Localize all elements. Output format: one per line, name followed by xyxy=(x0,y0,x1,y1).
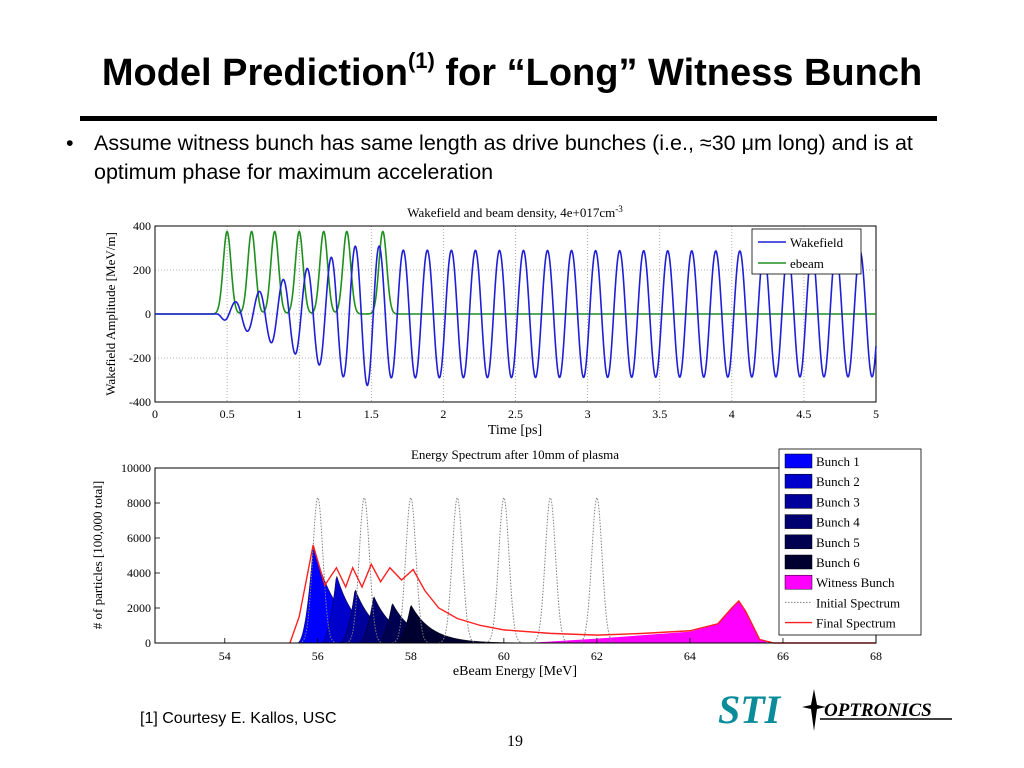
legend-swatch xyxy=(784,514,813,529)
ebeam-line xyxy=(155,230,876,315)
bunch-area xyxy=(357,596,495,644)
spectrum-y-ticks: 10000 8000 6000 4000 2000 0 xyxy=(121,461,160,650)
spectrum-plot-frame xyxy=(154,467,877,644)
legend-label: Bunch 5 xyxy=(816,535,860,550)
x-tick-label: 2.5 xyxy=(508,407,523,421)
y-tick-label: 200 xyxy=(133,263,151,277)
page-number: 19 xyxy=(507,733,523,750)
bunch-areas xyxy=(296,546,532,644)
x-tick-label: 4.5 xyxy=(796,407,811,421)
legend-swatch xyxy=(784,574,813,590)
bunch-area xyxy=(375,603,514,644)
initial-spectrum-lines xyxy=(299,496,616,644)
spectrum-legend: Bunch 1 Bunch 2 Bunch 3 Bunch 4 Bunch 5 Bunch… xyxy=(778,448,922,636)
wakefield-legend: Wakefield ebeam xyxy=(751,228,862,275)
wakefield-x-label: Time [ps] xyxy=(488,423,542,438)
y-tick-label: 10000 xyxy=(121,461,151,475)
legend-label: Final Spectrum xyxy=(816,616,896,631)
wakefield-chart-title: Wakefield and beam density, 4e+017cm-3 xyxy=(407,204,623,220)
initial-spectrum-peak xyxy=(485,496,523,644)
title-superscript: (1) xyxy=(407,48,435,73)
footnote: [1] Courtesy E. Kallos, USC xyxy=(140,710,337,727)
initial-spectrum-peak xyxy=(299,496,337,644)
legend-wakefield-label: Wakefield xyxy=(790,235,844,250)
final-spectrum-line xyxy=(289,544,876,644)
y-tick-label: 400 xyxy=(133,219,151,233)
x-tick-label: 64 xyxy=(684,649,696,663)
legend-swatch xyxy=(784,453,813,469)
title-main: Model Prediction xyxy=(101,52,408,94)
title-rest: for “Long” Witness Bunch xyxy=(434,52,923,94)
y-tick-label: 0 xyxy=(145,636,151,650)
logo-star-icon xyxy=(802,689,826,731)
x-tick-label: 1.5 xyxy=(364,407,379,421)
wakefield-plot-frame xyxy=(154,225,877,403)
y-tick-label: -200 xyxy=(129,351,151,365)
spectrum-x-ticks: 54 56 58 60 62 64 66 68 xyxy=(219,638,882,663)
bullet-icon: • xyxy=(66,131,74,155)
y-tick-label: 2000 xyxy=(127,601,151,615)
spectrum-y-label: # of particles [100,000 total] xyxy=(90,481,105,629)
x-tick-label: 66 xyxy=(777,649,789,663)
wakefield-grid xyxy=(154,225,877,403)
wakefield-line xyxy=(155,245,877,387)
title-rule xyxy=(80,116,937,121)
initial-spectrum-peak xyxy=(578,496,616,644)
legend-label: Bunch 4 xyxy=(816,515,860,530)
legend-label: Bunch 6 xyxy=(816,555,860,570)
slide-title: Model Prediction(1) for “Long” Witness B… xyxy=(0,48,1024,95)
legend-label: Initial Spectrum xyxy=(816,595,900,610)
legend-swatch xyxy=(784,494,813,509)
y-tick-label: 6000 xyxy=(127,531,151,545)
x-tick-label: 5 xyxy=(873,407,879,421)
sti-optronics-logo: STI OPTRONICS xyxy=(718,687,952,732)
bunch-area xyxy=(394,604,532,644)
bunch-area xyxy=(320,575,458,644)
y-tick-label: 0 xyxy=(145,307,151,321)
initial-spectrum-peak xyxy=(392,496,430,644)
x-tick-label: 1 xyxy=(296,407,302,421)
legend-label: Bunch 2 xyxy=(816,474,860,489)
initial-spectrum-peak xyxy=(438,496,477,644)
x-tick-label: 4 xyxy=(729,407,735,421)
legend-ebeam-label: ebeam xyxy=(790,256,824,271)
legend-label: Bunch 3 xyxy=(816,494,860,509)
x-tick-label: 54 xyxy=(219,649,231,663)
spectrum-x-label: eBeam Energy [MeV] xyxy=(453,664,577,679)
x-tick-label: 56 xyxy=(312,649,324,663)
bullet-text: Assume witness bunch has same length as … xyxy=(94,131,913,184)
x-tick-label: 0.5 xyxy=(220,407,235,421)
wakefield-y-ticks: 400 200 0 -200 -400 xyxy=(129,219,151,409)
spectrum-chart-title: Energy Spectrum after 10mm of plasma xyxy=(411,447,619,462)
initial-spectrum-peak xyxy=(531,496,570,644)
y-tick-label: 4000 xyxy=(127,566,151,580)
x-tick-label: 0 xyxy=(152,407,158,421)
legend-label: Witness Bunch xyxy=(816,575,895,590)
x-tick-label: 3.5 xyxy=(652,407,667,421)
legend-label: Bunch 1 xyxy=(816,454,860,469)
wakefield-x-ticks: 0 0.5 1 1.5 2 2.5 3 3.5 4 4.5 5 xyxy=(152,407,879,421)
initial-spectrum-peak xyxy=(345,496,384,644)
bunch-area xyxy=(338,589,477,644)
bunch-area xyxy=(296,546,435,644)
x-tick-label: 68 xyxy=(870,649,882,663)
x-tick-label: 62 xyxy=(591,649,603,663)
y-tick-label: 8000 xyxy=(127,496,151,510)
x-tick-label: 3 xyxy=(585,407,591,421)
legend-swatch xyxy=(784,554,813,570)
witness-bunch-area xyxy=(527,601,770,643)
x-tick-label: 2 xyxy=(440,407,446,421)
y-tick-label: -400 xyxy=(129,395,151,409)
logo-optronics-text: OPTRONICS xyxy=(824,700,932,721)
legend-swatch xyxy=(784,534,813,550)
x-tick-label: 58 xyxy=(405,649,417,663)
logo-sti-text: STI xyxy=(718,687,782,732)
x-tick-label: 60 xyxy=(498,649,510,663)
legend-swatch xyxy=(784,473,813,489)
wakefield-y-label: Wakefield Amplitude [MeV/m] xyxy=(103,232,118,396)
